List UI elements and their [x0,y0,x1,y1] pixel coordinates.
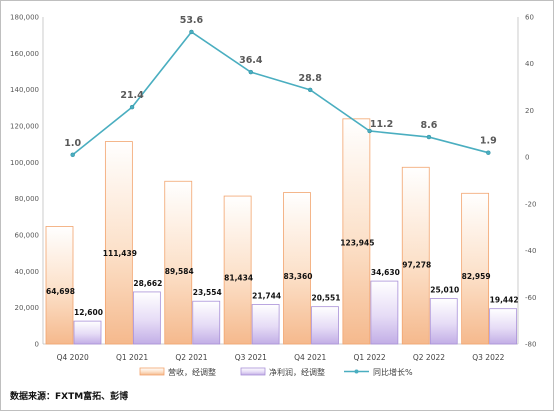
y-tick-label: 140,000 [10,86,39,94]
y-tick-label: 60,000 [15,232,40,240]
growth-point [486,150,491,155]
growth-label: 11.2 [370,119,393,130]
bar-net-profit [251,304,280,345]
growth-point [248,69,254,75]
growth-label: 1.9 [480,136,497,147]
y-tick-label: 120,000 [10,123,39,131]
y2-tick-label: -60 [525,294,536,302]
y-tick-label: 20,000 [15,304,40,312]
bar-revenue [342,118,371,345]
x-tick-label: Q1 2022 [353,353,385,362]
bar-revenue [45,226,74,345]
bar-label-revenue: 83,360 [284,272,313,281]
y2-tick-label: -20 [525,200,536,208]
y2-tick-label: 60 [525,14,534,22]
y2-tick-label: -80 [525,341,536,349]
legend-label-growth: 同比增长% [373,367,413,377]
bar-net-profit [132,291,161,345]
bar-revenue [164,180,193,345]
x-tick-label: Q1 2021 [116,353,148,362]
bar-label-net-profit: 20,551 [312,294,341,303]
bar-label-net-profit: 34,630 [371,268,400,277]
bar-label-revenue: 123,945 [340,239,374,248]
bar-label-net-profit: 12,600 [74,308,103,317]
y2-tick-label: 0 [525,154,529,162]
y2-tick-label: 20 [525,107,534,115]
growth-line [72,30,489,156]
growth-point [189,29,194,35]
bar-revenue [461,192,490,345]
bar-net-profit [489,308,518,345]
bar-net-profit [370,280,399,345]
legend-swatch-revenue [139,367,165,376]
x-tick-label: Q2 2021 [175,353,207,362]
y-tick-label: 100,000 [10,159,39,167]
bar-label-net-profit: 28,662 [133,279,162,288]
y2-tick-label: 40 [525,60,534,68]
growth-label: 28.8 [298,73,322,84]
bar-net-profit [429,298,458,345]
legend-swatch-net-profit [240,367,266,376]
x-tick-label: Q3 2022 [472,353,504,362]
bar-net-profit [192,300,221,345]
growth-label: 21.4 [120,90,144,101]
data-source-note: 数据来源：FXTM富拓、彭博 [10,392,129,402]
bar-label-net-profit: 21,744 [252,291,281,300]
bar-revenue [401,166,430,345]
x-tick-label: Q4 2021 [294,353,326,362]
y2-tick-label: -40 [525,247,536,255]
growth-label: 8.6 [421,120,438,131]
x-tick-label: Q3 2021 [235,353,267,362]
growth-point [367,128,372,134]
growth-label: 1.0 [64,138,81,149]
y-tick-label: 80,000 [15,195,40,203]
y-tick-label: 180,000 [10,14,39,22]
bar-label-net-profit: 23,554 [193,288,222,297]
growth-point [70,152,75,158]
bar-label-revenue: 89,584 [165,267,194,276]
bar-revenue [104,141,133,345]
bar-label-net-profit: 19,442 [490,296,519,305]
bar-label-net-profit: 25,010 [430,286,459,295]
bar-label-revenue: 82,959 [462,272,491,281]
growth-point [129,104,135,110]
growth-point [307,87,313,93]
bar-net-profit [73,320,102,345]
legend-label-revenue: 营收，经调整 [168,367,216,377]
bar-label-revenue: 81,434 [224,273,253,282]
y-tick-label: 160,000 [10,50,39,58]
y-tick-label: 40,000 [15,268,40,276]
legend-label-net-profit: 净利润，经调整 [269,367,325,377]
bar-label-revenue: 111,439 [103,249,137,258]
bar-net-profit [311,306,339,345]
y-tick-label: 0 [35,341,39,349]
x-tick-label: Q2 2022 [413,353,445,362]
bar-label-revenue: 64,698 [46,287,75,296]
bar-revenue [283,192,311,345]
growth-label: 36.4 [239,55,263,66]
growth-point [426,134,432,140]
bar-revenue [223,195,252,345]
growth-label: 53.6 [180,15,204,26]
bar-label-revenue: 97,278 [402,260,431,269]
x-tick-label: Q4 2020 [57,353,89,362]
legend-marker-growth [354,369,359,374]
